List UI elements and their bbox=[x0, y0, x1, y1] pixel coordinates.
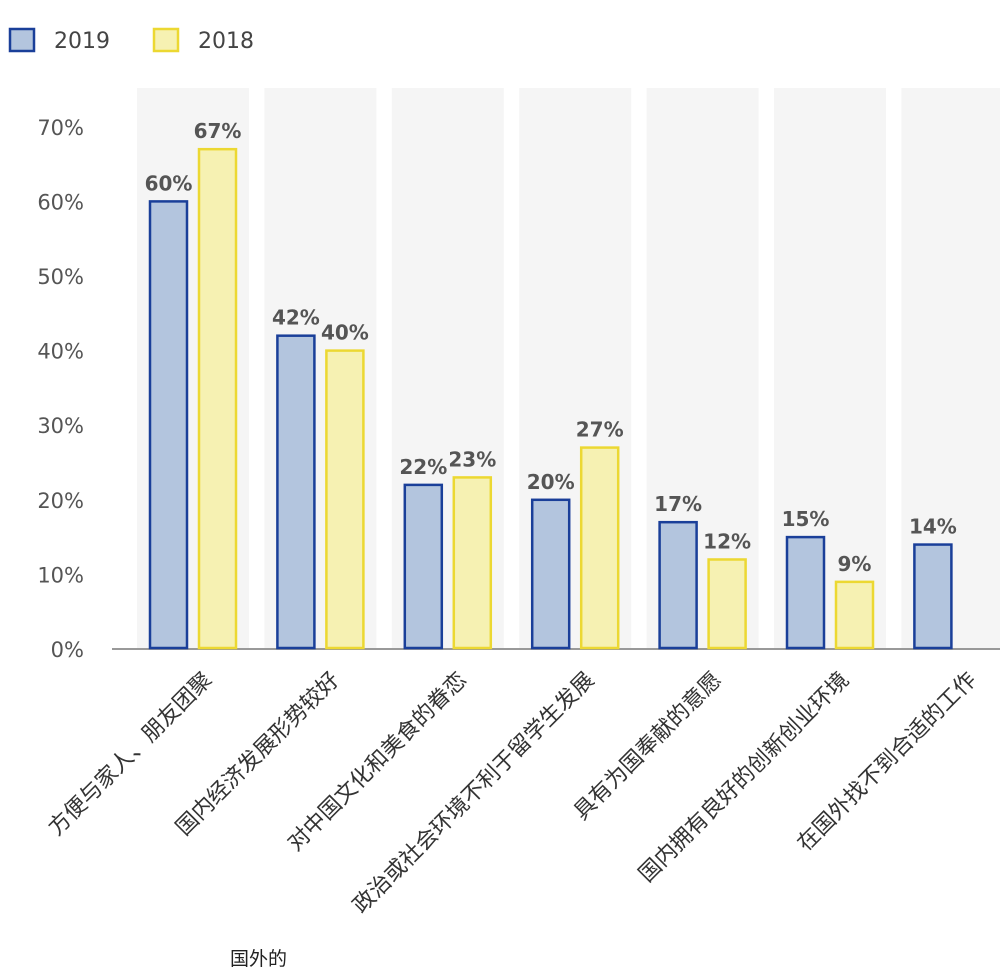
bar-2018 bbox=[452, 476, 493, 650]
data-label: 12% bbox=[703, 529, 751, 553]
legend-swatch-2018 bbox=[152, 27, 180, 53]
data-labels: 60% 67% 42%40% 22% 23% 20% 27% 17%12% 15% 9% 14% bbox=[145, 119, 957, 576]
bar-2018 bbox=[197, 147, 238, 650]
data-label: 27% bbox=[576, 418, 624, 442]
data-label: 14% bbox=[909, 515, 957, 539]
bar-2019 bbox=[658, 520, 698, 650]
legend-label-2018: 2018 bbox=[198, 29, 254, 54]
bar-2019 bbox=[148, 200, 189, 650]
bars bbox=[148, 147, 953, 650]
bar-2019 bbox=[913, 543, 953, 650]
data-label: 40% bbox=[321, 321, 369, 345]
legend-swatch-2019 bbox=[8, 27, 36, 53]
bar-2019 bbox=[403, 483, 444, 650]
bar-2019 bbox=[785, 535, 826, 650]
y-tick-label: 20% bbox=[37, 489, 84, 513]
y-tick-label: 70% bbox=[37, 116, 84, 140]
y-tick-label: 30% bbox=[37, 414, 84, 438]
data-label: 23% bbox=[448, 447, 496, 471]
data-label: 17% bbox=[654, 492, 702, 516]
x-axis-labels: 方便与家人、朋友团聚国内经济发展形势较好对中国文化和美食的眷恋政治或社会环境不利… bbox=[44, 668, 982, 919]
bar-2019 bbox=[276, 334, 316, 650]
legend: 2019 2018 bbox=[8, 27, 254, 54]
bar-2019 bbox=[530, 498, 571, 650]
data-label: 9% bbox=[838, 552, 872, 576]
x-tick-label: 国内拥有良好的创新创业环境 bbox=[634, 668, 854, 888]
y-tick-label: 60% bbox=[37, 190, 84, 214]
bar-2018 bbox=[325, 349, 365, 650]
y-tick-label: 40% bbox=[37, 340, 84, 364]
bar-2018 bbox=[707, 558, 747, 650]
data-label: 22% bbox=[399, 455, 447, 479]
data-label: 67% bbox=[194, 119, 242, 143]
y-tick-label: 50% bbox=[37, 265, 84, 289]
bar-2018 bbox=[834, 580, 875, 650]
y-tick-label: 10% bbox=[37, 563, 84, 587]
bar-2018 bbox=[579, 446, 620, 650]
y-axis: 0% 10% 20% 30% 40% 50% 60% 70% bbox=[37, 116, 84, 662]
y-tick-label: 0% bbox=[51, 638, 84, 662]
data-label: 15% bbox=[782, 507, 830, 531]
x-tick-label: 政治或社会环境不利于留学生发展 bbox=[348, 668, 599, 919]
legend-label-2019: 2019 bbox=[54, 29, 110, 54]
data-label: 20% bbox=[527, 470, 575, 494]
data-label: 42% bbox=[272, 306, 320, 330]
data-label: 60% bbox=[145, 171, 193, 195]
stray-text: 国外的 bbox=[230, 948, 288, 970]
